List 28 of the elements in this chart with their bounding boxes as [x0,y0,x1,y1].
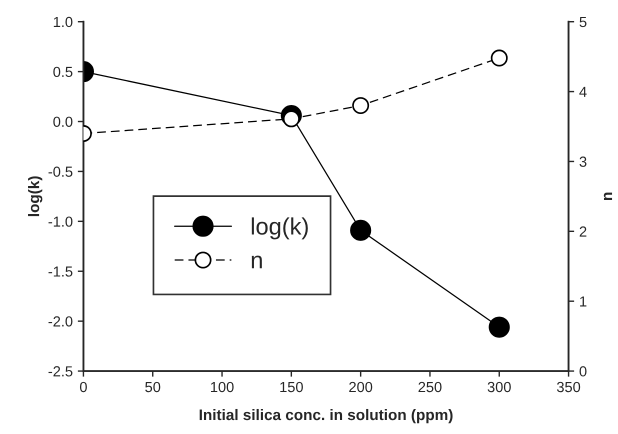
point [352,97,370,114]
y-tick-label: -2.5 [48,366,72,376]
y-tick-label: -1.0 [48,216,72,227]
x-tick-label: 300 [488,382,511,392]
x-tick-label: 350 [556,382,580,392]
y2-tick-label: 4 [579,86,587,97]
x-tick-label: 50 [145,382,160,392]
y-tick-label: 0.0 [53,116,72,127]
y2-tick-label: 5 [580,16,586,28]
x-tick-label: 100 [210,382,234,392]
y2-tick-label: 3 [580,156,586,167]
y-tick-label: 0.5 [53,66,72,78]
legend-label: log(k) [252,217,308,240]
y2-axis-title: n [604,192,612,200]
x-tick-label: 0 [80,382,87,392]
x-axis-title: Initial silica conc. in solution (ppm) [200,408,453,424]
x-tick-label: 200 [349,382,372,392]
x-tick-label: 150 [280,382,303,392]
legend-label: n [252,256,262,268]
y2-tick-label: 1 [580,296,586,306]
y-tick-label: -0.5 [48,166,72,177]
y-axis-title: log(k) [28,176,42,216]
y-tick-label: -1.5 [48,266,72,277]
y2-tick-label: 0 [580,366,587,376]
y2-tick-label: 2 [580,226,586,237]
y-tick-label: 1.0 [54,16,72,28]
y-tick-label: -2.0 [48,316,72,327]
x-tick-label: 250 [418,382,442,392]
